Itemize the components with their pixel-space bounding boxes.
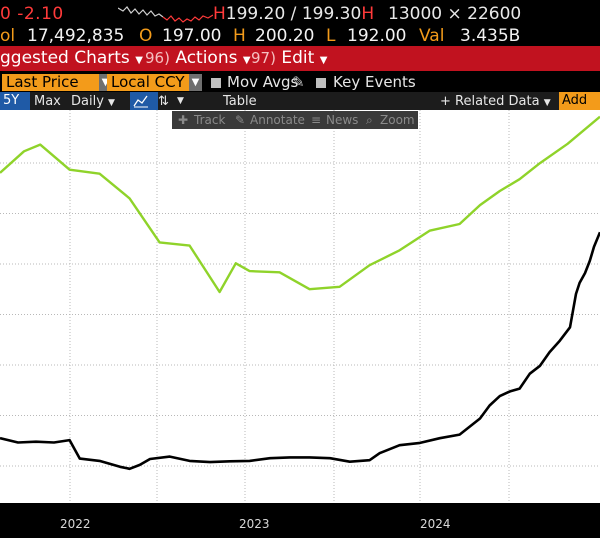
edit-number: 97)	[251, 49, 276, 67]
plot-background	[0, 110, 600, 503]
price-chart[interactable]	[0, 110, 600, 503]
bid-ask-prefix: H	[213, 4, 226, 24]
high-value: 200.20	[255, 26, 315, 46]
track-tool[interactable]: Track	[194, 113, 226, 127]
low-label: L	[326, 26, 336, 46]
range-bar: 5Y Max Daily ▼ ⇅ ▼ Table + Related Data …	[0, 92, 600, 126]
net-change: 0 -2.10	[0, 4, 64, 24]
annotate-tool[interactable]: Annotate	[250, 113, 305, 127]
open-label: O	[139, 26, 153, 46]
volume-label: ol	[0, 26, 16, 46]
bid-ask: H199.20 / 199.30H	[213, 4, 374, 24]
chevron-down-icon: ▼	[108, 98, 115, 108]
chart-tools-bar: ✚ Track ✎ Annotate ≡ News ⌕ Zoom	[172, 111, 418, 129]
candlestick-icon[interactable]: ⇅	[158, 94, 169, 109]
chevron-down-icon[interactable]: ▼	[177, 96, 184, 106]
x-tick-label: 2024	[420, 517, 451, 531]
chevron-down-icon: ▼	[242, 55, 251, 66]
open-value: 197.00	[162, 26, 222, 46]
annotate-icon[interactable]: ✎	[235, 113, 246, 127]
frequency-select[interactable]: Daily ▼	[71, 94, 115, 109]
value-value: 3.435B	[460, 26, 521, 46]
related-data-label: + Related Data	[440, 94, 540, 109]
bid-ask-size: 13000 × 22600	[388, 4, 522, 24]
zoom-tool[interactable]: Zoom	[380, 113, 415, 127]
x-tick-label: 2022	[60, 517, 91, 531]
frequency-label: Daily	[71, 94, 104, 109]
line-chart-icon[interactable]	[130, 92, 158, 110]
add-data-button[interactable]: Add D	[559, 92, 600, 126]
range-max-button[interactable]: Max	[34, 94, 61, 109]
low-value: 192.00	[347, 26, 407, 46]
series-line-2	[0, 231, 600, 471]
actions-number: 96)	[145, 49, 170, 67]
news-icon[interactable]: ≡	[311, 113, 322, 127]
news-tool[interactable]: News	[326, 113, 359, 127]
actions-label: Actions	[175, 48, 238, 68]
zoom-icon[interactable]: ⌕	[366, 113, 373, 127]
pencil-icon[interactable]: ✎	[292, 73, 305, 91]
chevron-down-icon[interactable]: ▼	[189, 74, 202, 91]
key-events-checkbox[interactable]	[316, 78, 326, 88]
currency-select[interactable]: Local CCY	[107, 74, 191, 91]
high-label: H	[233, 26, 246, 46]
price-field-select[interactable]: Last Price	[2, 74, 104, 91]
stats-bar: ol 17,492,835 O 197.00 H 200.20 L 192.00…	[0, 26, 600, 46]
x-tick-label: 2023	[239, 517, 270, 531]
track-icon[interactable]: ✚	[178, 113, 189, 127]
suggested-charts-menu[interactable]: ggested Charts ▼	[0, 48, 143, 68]
mov-avgs-checkbox[interactable]	[211, 78, 221, 88]
chevron-down-icon: ▼	[319, 55, 328, 66]
key-events-label: Key Events	[333, 73, 416, 91]
related-data-button[interactable]: + Related Data ▼	[440, 94, 551, 109]
suggested-charts-label: ggested Charts	[0, 48, 130, 68]
mov-avgs-label: Mov Avgs	[227, 73, 299, 91]
gridlines	[0, 110, 600, 503]
sparkline	[118, 6, 213, 23]
actions-menu[interactable]: 96) Actions ▼	[145, 48, 251, 68]
chevron-down-icon: ▼	[135, 55, 143, 66]
chevron-down-icon: ▼	[543, 98, 551, 108]
bid-ask-values: 199.20 / 199.30	[225, 4, 362, 24]
value-label: Val	[419, 26, 445, 46]
series-lines	[0, 115, 600, 471]
series-line-1	[0, 115, 600, 294]
volume-value: 17,492,835	[27, 26, 125, 46]
quote-bar: 0 -2.10 H199.20 / 199.30H 13000 × 22600	[0, 0, 600, 26]
table-button[interactable]: Table	[223, 94, 257, 109]
x-axis: 2022 2023 2024	[0, 503, 600, 538]
range-5y-button[interactable]: 5Y	[0, 92, 30, 110]
menu-bar: ggested Charts ▼ 96) Actions ▼ 97) Edit …	[0, 46, 600, 71]
edit-menu[interactable]: 97) Edit ▼	[251, 48, 327, 68]
chart-options-bar: Last Price ▼ Local CCY ▼ Mov Avgs ✎ Key …	[0, 72, 600, 92]
edit-label: Edit	[281, 48, 315, 68]
bid-ask-suffix: H	[361, 4, 375, 24]
